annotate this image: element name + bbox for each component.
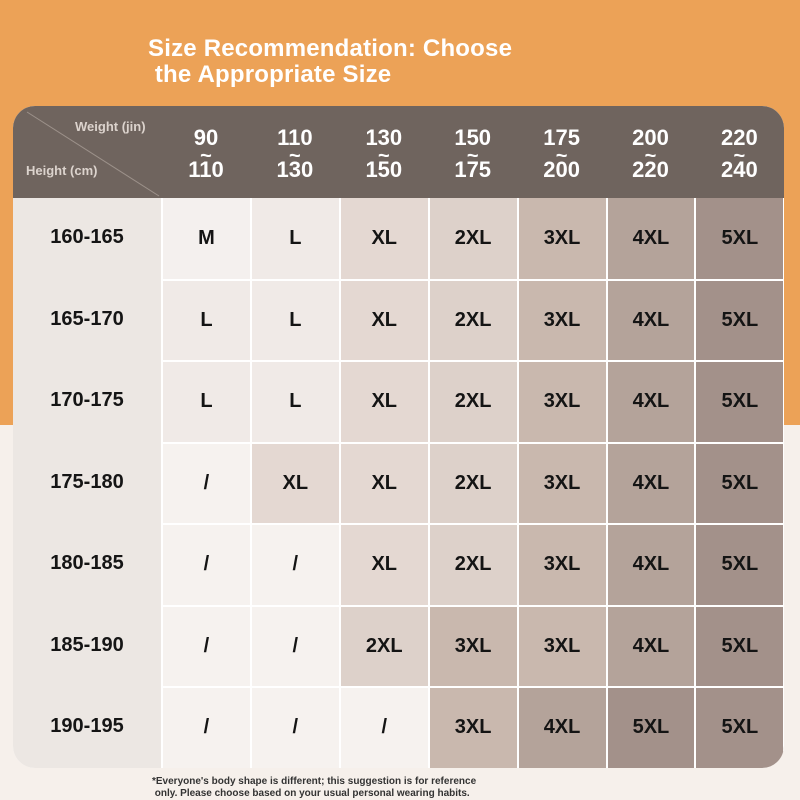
table-header: Weight (jin) Height (cm) 901101101301301… xyxy=(13,106,784,198)
footnote: *Everyone's body shape is different; thi… xyxy=(152,776,477,799)
size-cell: XL xyxy=(339,442,429,524)
grid-divider xyxy=(161,604,784,607)
grid-divider xyxy=(694,198,697,768)
grid-divider xyxy=(516,198,519,768)
grid-divider xyxy=(161,198,163,768)
size-cell: / xyxy=(162,442,251,524)
size-cell: L xyxy=(250,279,340,361)
size-cell: 5XL xyxy=(695,198,784,280)
weight-range-max: 175 xyxy=(429,154,517,186)
weight-range-max: 110 xyxy=(162,154,250,186)
weight-range-header: 130150 xyxy=(340,122,428,186)
size-cell: 3XL xyxy=(428,605,518,687)
size-cell: XL xyxy=(250,442,340,524)
size-cell: 5XL xyxy=(606,687,696,768)
size-cell: 3XL xyxy=(517,361,607,443)
weight-range-max: 130 xyxy=(251,154,339,186)
grid-divider xyxy=(161,686,784,688)
size-chart-table: Weight (jin) Height (cm) 901101101301301… xyxy=(13,106,784,768)
size-cell: 5XL xyxy=(695,442,784,524)
size-cell: / xyxy=(250,687,340,768)
size-cell: 5XL xyxy=(695,687,784,768)
size-cell: 2XL xyxy=(428,524,518,606)
size-cell: / xyxy=(250,605,340,687)
size-cell: 5XL xyxy=(695,605,784,687)
weight-range-max: 150 xyxy=(340,154,428,186)
grid-divider xyxy=(161,441,784,444)
size-cell: / xyxy=(162,687,251,768)
corner-cell: Weight (jin) Height (cm) xyxy=(13,106,161,198)
size-cell: 5XL xyxy=(695,279,784,361)
weight-range-header: 175200 xyxy=(518,122,606,186)
grid-divider xyxy=(338,198,341,768)
weight-range-header: 110130 xyxy=(251,122,339,186)
size-cell: 3XL xyxy=(517,524,607,606)
height-range-cell: 170-175 xyxy=(50,389,124,411)
size-cell: 5XL xyxy=(695,361,784,443)
diagonal-divider-icon xyxy=(26,111,160,197)
size-cell: 2XL xyxy=(428,279,518,361)
height-axis-label: Height (cm) xyxy=(26,163,98,178)
height-range-cell: 185-190 xyxy=(50,633,124,656)
size-cell: XL xyxy=(339,198,429,280)
size-cell: / xyxy=(162,605,251,687)
size-cell: XL xyxy=(339,279,429,361)
height-range-cell: 190-195 xyxy=(50,715,124,737)
size-cell: 3XL xyxy=(517,279,607,361)
height-column xyxy=(13,198,161,768)
weight-range-max: 220 xyxy=(607,154,695,186)
height-range-cell: 180-185 xyxy=(50,552,124,574)
size-cell: L xyxy=(250,361,340,443)
weight-range-max: 200 xyxy=(518,154,606,186)
height-range-cell: 175-180 xyxy=(50,470,124,493)
size-cell: L xyxy=(162,361,251,443)
size-cell: 5XL xyxy=(695,524,784,606)
weight-axis-label: Weight (jin) xyxy=(75,119,146,134)
size-cell: 4XL xyxy=(606,442,696,524)
size-cell: 3XL xyxy=(428,687,518,768)
grid-divider xyxy=(249,198,252,768)
size-cell: / xyxy=(339,687,429,768)
weight-range-header: 90110 xyxy=(162,122,250,186)
weight-range-header: 150175 xyxy=(429,122,517,186)
size-cell: 4XL xyxy=(517,687,607,768)
weight-range-header: 200220 xyxy=(607,122,695,186)
size-cell: 2XL xyxy=(428,442,518,524)
size-cell: XL xyxy=(339,524,429,606)
weight-range-header: 220240 xyxy=(695,122,783,186)
size-cell: 2XL xyxy=(428,198,518,280)
page-title: Size Recommendation: Choose the Appropri… xyxy=(148,35,513,88)
size-cell: M xyxy=(162,198,251,280)
size-cell: 3XL xyxy=(517,198,607,280)
grid-divider xyxy=(427,198,430,768)
height-range-cell: 160-165 xyxy=(50,226,124,248)
grid-divider xyxy=(161,360,784,362)
size-cell: 4XL xyxy=(606,605,696,687)
height-range-cell: 165-170 xyxy=(50,307,124,330)
size-cell: L xyxy=(250,198,340,280)
size-cell: / xyxy=(250,524,340,606)
size-cell: 4XL xyxy=(606,279,696,361)
size-cell: 3XL xyxy=(517,442,607,524)
size-cell: 4XL xyxy=(606,361,696,443)
grid-divider xyxy=(783,198,784,768)
grid-divider xyxy=(161,278,784,281)
size-cell: 4XL xyxy=(606,198,696,280)
size-cell: / xyxy=(162,524,251,606)
grid-divider xyxy=(605,198,608,768)
grid-divider xyxy=(161,523,784,525)
weight-range-max: 240 xyxy=(695,154,783,186)
size-cell: XL xyxy=(339,361,429,443)
size-cell: 2XL xyxy=(428,361,518,443)
size-cell: 4XL xyxy=(606,524,696,606)
size-cell: L xyxy=(162,279,251,361)
size-cell: 2XL xyxy=(339,605,429,687)
size-cell: 3XL xyxy=(517,605,607,687)
